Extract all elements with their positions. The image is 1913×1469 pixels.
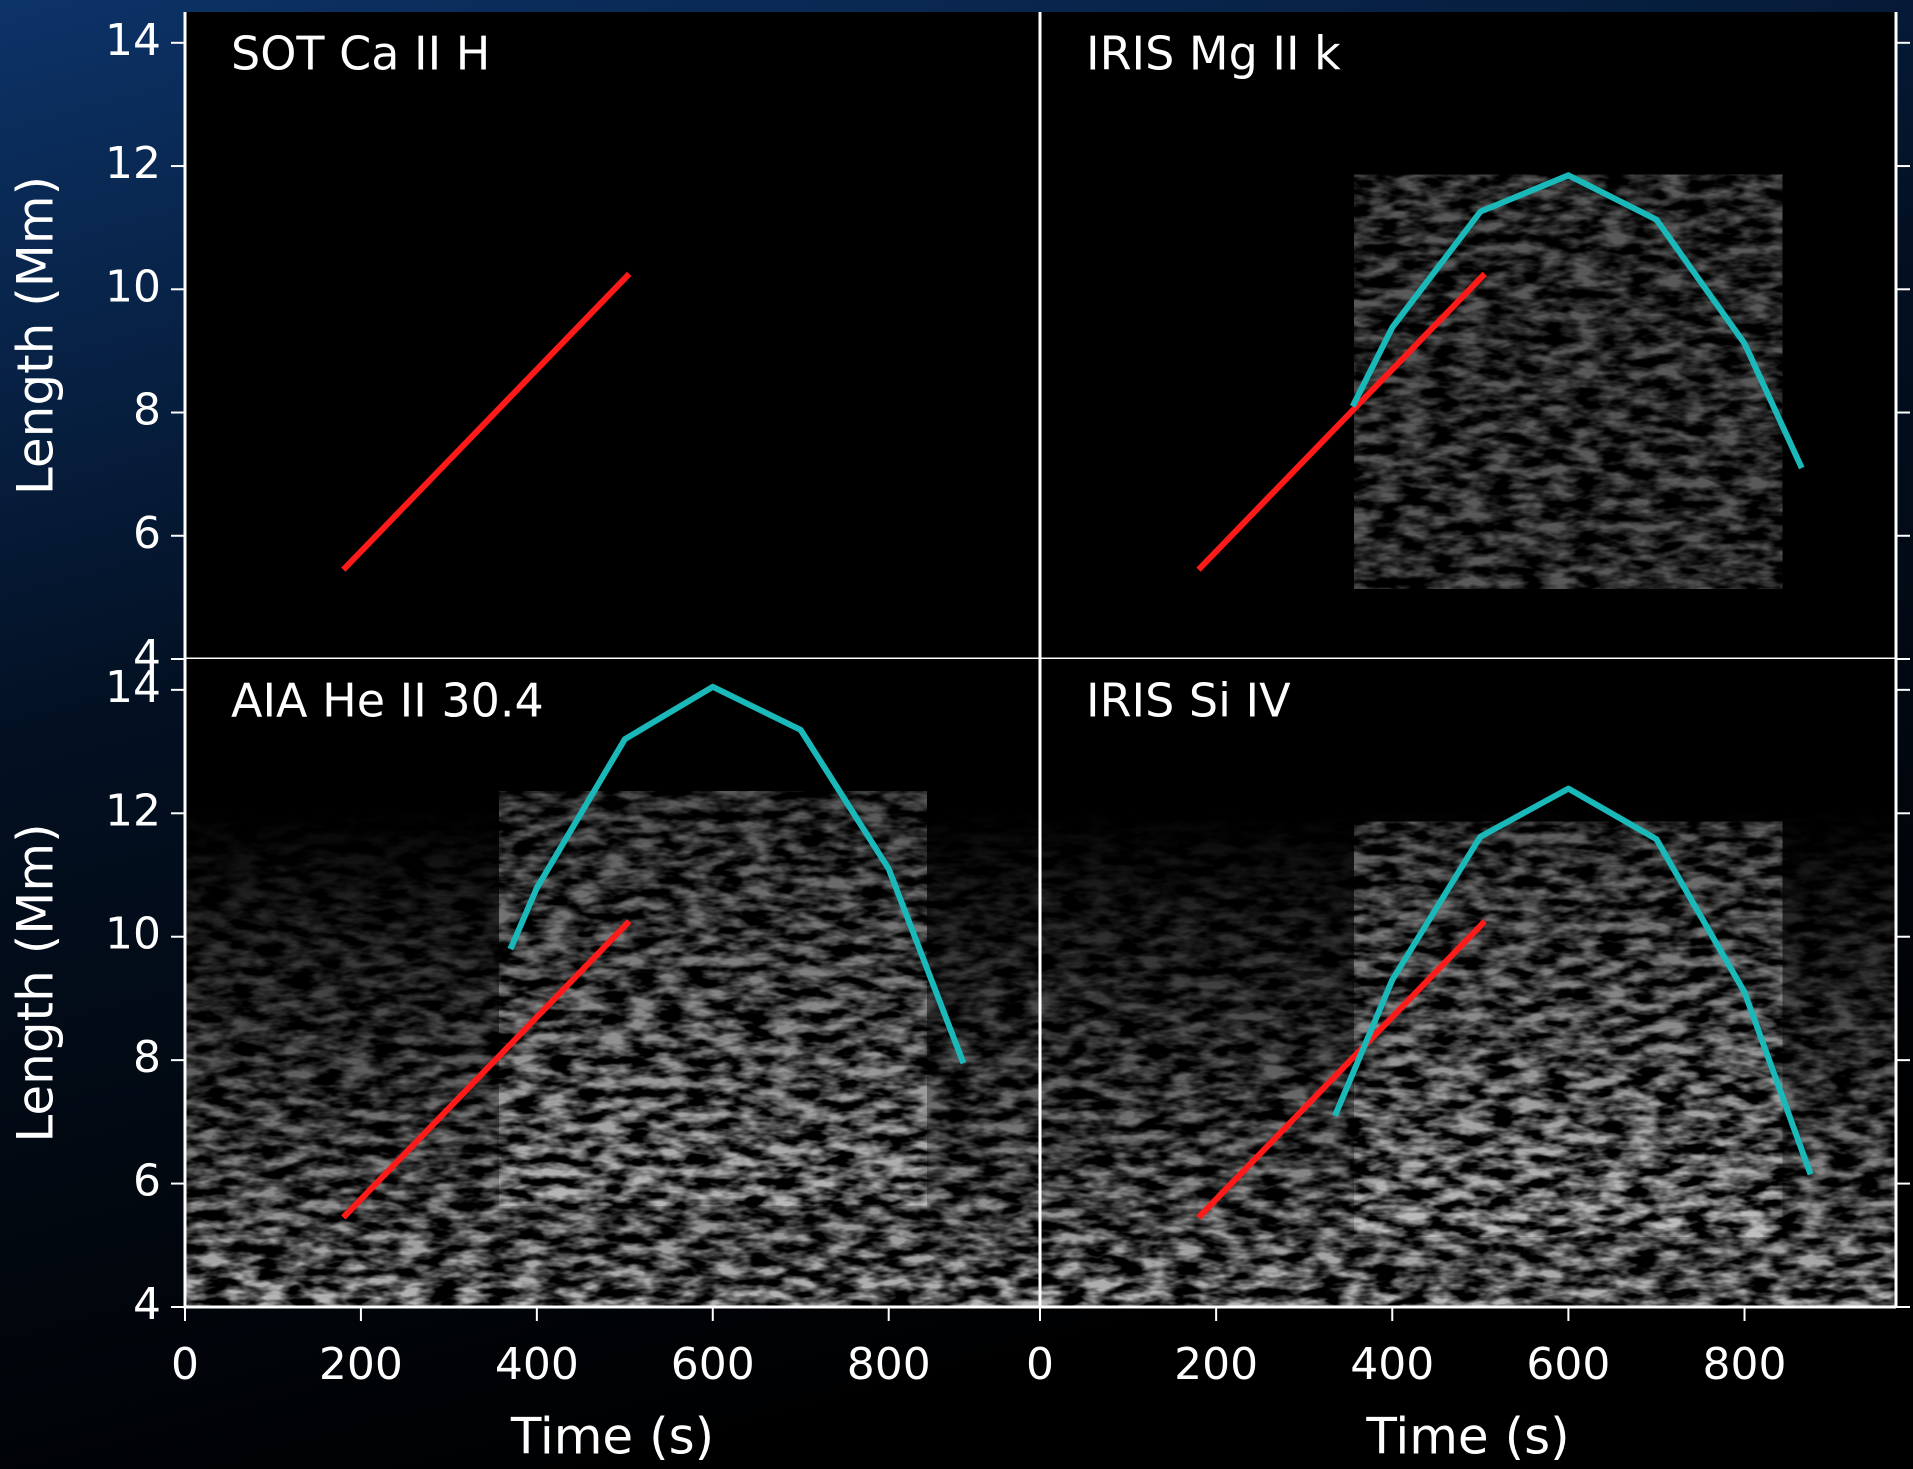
- y-tick-label: 6: [133, 508, 161, 559]
- panel: IRIS Mg II k: [1038, 12, 1910, 661]
- y-tick-label: 12: [105, 785, 161, 836]
- panel-title: IRIS Mg II k: [1086, 27, 1341, 81]
- plot-area: [1040, 659, 1896, 1307]
- x-tick-label: 600: [1526, 1339, 1610, 1390]
- x-tick-label: 200: [1174, 1339, 1258, 1390]
- x-axis-label: Time (s): [510, 1408, 714, 1466]
- axes-frame: [1038, 659, 1898, 1309]
- y-tick-label: 8: [133, 1032, 161, 1083]
- data-line: [507, 683, 967, 1065]
- x-tick-label: 600: [671, 1339, 755, 1390]
- panel-title: AIA He II 30.4: [231, 674, 544, 728]
- y-tick-label: 14: [105, 15, 161, 66]
- data-line: [341, 919, 632, 1220]
- y-tick-label: 14: [105, 662, 161, 713]
- x-tick-label: 200: [319, 1339, 403, 1390]
- y-tick-label: 10: [105, 909, 161, 960]
- y-axis-label: Length (Mm): [7, 823, 65, 1142]
- plot-area: [185, 659, 1040, 1307]
- intensity-glow: [1354, 174, 1783, 589]
- data-line: [1196, 271, 1487, 572]
- panel-title: SOT Ca II H: [231, 27, 490, 81]
- x-tick-label: 0: [1026, 1339, 1054, 1390]
- y-tick-label: 8: [133, 385, 161, 436]
- x-axis-label: Time (s): [1365, 1408, 1569, 1466]
- intensity-glow: [499, 791, 927, 1206]
- panel: 4 6 8 10 12 14 0 200 400 600 800 AIA He II 30.4 Leng…: [7, 659, 1040, 1466]
- y-tick-label: 12: [105, 138, 161, 189]
- panel: 4 6 8 10 12 14 SOT Ca II H Length (Mm): [7, 12, 1040, 682]
- y-tick-label: 6: [133, 1156, 161, 1207]
- x-tick-label: 400: [495, 1339, 579, 1390]
- plot-area: [185, 12, 1040, 659]
- panel: 0 200 400 600 800 IRIS Si IV Time (s): [1026, 659, 1910, 1466]
- x-tick-label: 400: [1350, 1339, 1434, 1390]
- panel-title: IRIS Si IV: [1086, 674, 1291, 728]
- y-tick-label: 4: [133, 1279, 161, 1330]
- plot-area: [1040, 12, 1896, 659]
- x-tick-label: 800: [1703, 1339, 1787, 1390]
- data-line: [1349, 172, 1805, 470]
- y-tick-label: 4: [133, 631, 161, 682]
- data-line: [341, 271, 632, 572]
- data-line: [1332, 785, 1814, 1176]
- intensity-image: [185, 12, 1040, 659]
- axes-frame: [183, 659, 1040, 1309]
- y-axis-label: Length (Mm): [7, 176, 65, 495]
- x-tick-label: 0: [171, 1339, 199, 1390]
- data-line: [1196, 919, 1487, 1220]
- x-tick-label: 800: [847, 1339, 931, 1390]
- y-tick-label: 10: [105, 261, 161, 312]
- intensity-glow: [1354, 821, 1783, 1237]
